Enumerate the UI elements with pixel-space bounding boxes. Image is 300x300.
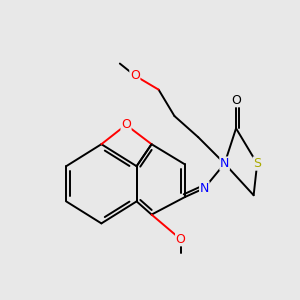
Text: S: S: [253, 157, 261, 170]
Text: O: O: [231, 94, 241, 107]
Text: N: N: [200, 182, 209, 195]
Text: O: O: [121, 118, 131, 131]
Text: O: O: [130, 69, 140, 82]
Text: N: N: [220, 157, 229, 170]
Text: O: O: [176, 233, 185, 246]
